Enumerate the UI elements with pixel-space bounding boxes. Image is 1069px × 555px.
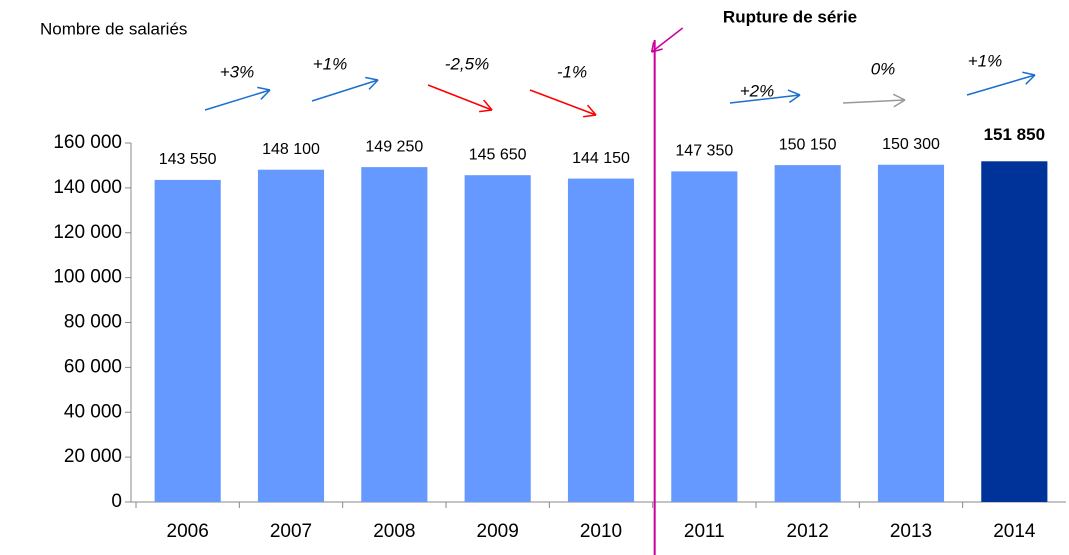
x-tick-label: 2012 xyxy=(787,521,829,542)
x-tick-label: 2007 xyxy=(270,521,312,542)
bar xyxy=(877,164,945,502)
y-tick-label: 40 000 xyxy=(64,401,122,422)
y-tick-label: 100 000 xyxy=(53,267,122,288)
x-tick-label: 2011 xyxy=(684,521,725,542)
y-tick-label: 80 000 xyxy=(64,312,122,333)
annotation: +3% xyxy=(220,62,255,81)
bar xyxy=(981,161,1048,502)
value-label: 149 250 xyxy=(365,138,423,155)
bar xyxy=(464,175,531,502)
x-tick-label: 2008 xyxy=(373,521,415,542)
y-tick-label: 0 xyxy=(111,491,122,512)
arrow-head xyxy=(583,114,597,118)
value-label: 150 150 xyxy=(779,136,837,153)
arrow-head xyxy=(479,109,493,113)
value-label: 147 350 xyxy=(675,143,733,160)
y-tick-label: 140 000 xyxy=(53,177,122,198)
annotation: +1% xyxy=(968,51,1003,70)
annotation: 0% xyxy=(871,59,896,78)
x-tick-label: 2006 xyxy=(167,521,209,542)
arrow-head xyxy=(892,93,906,101)
x-tick-label: 2010 xyxy=(580,521,622,542)
break-arrow xyxy=(651,27,684,53)
bar xyxy=(567,178,635,503)
arrow-head xyxy=(586,104,597,116)
x-tick-label: 2009 xyxy=(477,521,519,542)
y-tick-label: 120 000 xyxy=(53,222,122,243)
annotation-arrow xyxy=(311,79,379,102)
arrow-head xyxy=(1022,71,1036,76)
x-tick-label: 2014 xyxy=(993,521,1036,542)
bar xyxy=(257,169,325,502)
arrow-head xyxy=(368,79,379,90)
arrow-head xyxy=(787,89,801,96)
y-axis-label: Nombre de salariés xyxy=(40,19,187,38)
annotation-arrow xyxy=(427,84,493,111)
value-label: 144 150 xyxy=(572,150,630,167)
x-tick-label: 2013 xyxy=(890,521,932,542)
annotation: +1% xyxy=(313,54,348,73)
value-label: 151 850 xyxy=(984,125,1045,144)
bar xyxy=(774,165,841,502)
bar xyxy=(154,179,221,503)
value-label: 145 650 xyxy=(469,146,527,163)
value-label: 148 100 xyxy=(262,141,320,158)
arrow-head xyxy=(257,86,271,91)
annotation-arrow xyxy=(842,99,906,104)
annotation: +2% xyxy=(740,81,775,100)
break-arrow xyxy=(651,48,663,53)
arrow-head xyxy=(788,94,801,104)
break-arrow xyxy=(650,41,655,53)
annotation: -2,5% xyxy=(445,54,489,73)
bar xyxy=(671,171,738,503)
value-label: 150 300 xyxy=(882,136,940,153)
arrow-head xyxy=(365,76,379,81)
y-tick-label: 20 000 xyxy=(64,446,122,467)
bar xyxy=(361,167,428,503)
y-tick-label: 160 000 xyxy=(53,132,122,153)
value-label: 143 550 xyxy=(159,151,217,168)
y-tick-label: 60 000 xyxy=(64,356,122,377)
annotation-arrow xyxy=(966,74,1036,96)
break-label: Rupture de série xyxy=(723,7,857,26)
arrow-head xyxy=(1025,74,1036,85)
arrow-head xyxy=(483,99,493,111)
annotation-arrow xyxy=(729,94,801,104)
arrow-head xyxy=(260,89,271,100)
annotation: -1% xyxy=(557,62,587,81)
arrow-head xyxy=(893,99,906,108)
annotation-arrow xyxy=(529,89,597,116)
annotation-arrow xyxy=(204,89,271,111)
